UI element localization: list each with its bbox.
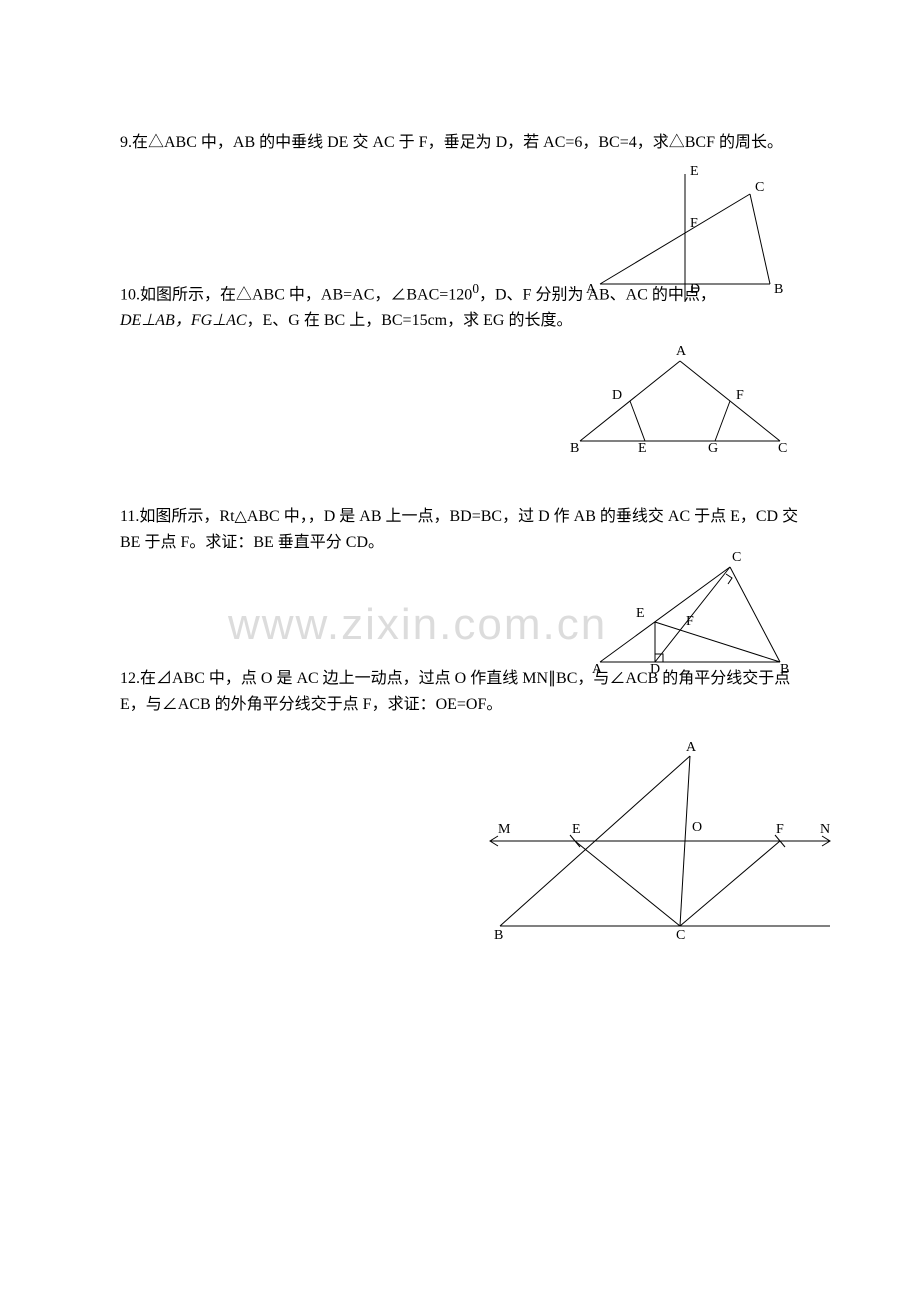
problem-9: 9.在△ABC 中，AB 的中垂线 DE 交 AC 于 F，垂足为 D，若 AC… — [120, 130, 810, 156]
label-A10: A — [676, 344, 686, 360]
label-B10: B — [570, 441, 579, 457]
p10-text-part2: ，D、F 分别为 AB、AC 的中点， — [479, 286, 716, 303]
label-O12: O — [692, 820, 702, 836]
label-C12: C — [676, 928, 685, 944]
problem-12: 12.在⊿ABC 中，点 O 是 AC 边上一动点，过点 O 作直线 MN∥BC… — [120, 666, 810, 718]
label-E12: E — [572, 822, 581, 838]
problem-12-svg — [480, 746, 840, 946]
problem-10-svg — [570, 346, 790, 456]
label-D10: D — [612, 388, 622, 404]
problem-9-text: 9.在△ABC 中，AB 的中垂线 DE 交 AC 于 F，垂足为 D，若 AC… — [120, 130, 810, 156]
label-F10: F — [736, 388, 744, 404]
problem-10-text: 10.如图所示，在△ABC 中，AB=AC，∠BAC=1200，D、F 分别为 … — [120, 276, 810, 334]
problem-12-text: 12.在⊿ABC 中，点 O 是 AC 边上一动点，过点 O 作直线 MN∥BC… — [120, 666, 810, 718]
p10-text-part1: 10.如图所示，在△ABC 中，AB=AC，∠BAC=120 — [120, 286, 472, 303]
problem-11-figure: A B C D E F — [590, 552, 790, 677]
label-E10: E — [638, 441, 647, 457]
p10-math: DE⊥AB，FG⊥AC — [120, 312, 247, 329]
problem-11: 11.如图所示，Rt△ABC 中，，D 是 AB 上一点，BD=BC，过 D 作… — [120, 504, 810, 556]
label-F: F — [690, 216, 698, 232]
problem-11-text: 11.如图所示，Rt△ABC 中，，D 是 AB 上一点，BD=BC，过 D 作… — [120, 504, 810, 556]
label-F11: F — [686, 614, 694, 630]
label-C11: C — [732, 550, 741, 566]
label-C: C — [755, 180, 764, 196]
label-E: E — [690, 164, 699, 180]
p10-text-part3: ，E、G 在 BC 上，BC=15cm，求 EG 的长度。 — [247, 312, 573, 329]
label-A12: A — [686, 740, 696, 756]
problem-12-figure: A B C M N E F O — [480, 746, 840, 946]
p10-sup: 0 — [472, 281, 479, 296]
label-N12: N — [820, 822, 830, 838]
problem-10: 10.如图所示，在△ABC 中，AB=AC，∠BAC=1200，D、F 分别为 … — [120, 276, 810, 334]
label-E11: E — [636, 606, 645, 622]
label-M12: M — [498, 822, 510, 838]
label-F12: F — [776, 822, 784, 838]
problem-10-figure: A B C D F E G — [570, 346, 790, 456]
label-C10: C — [778, 441, 787, 457]
watermark-text: www.zixin.com.cn — [228, 600, 607, 650]
page: www.zixin.com.cn 9.在△ABC 中，AB 的中垂线 DE 交 … — [0, 0, 920, 1302]
label-G10: G — [708, 441, 718, 457]
label-B12: B — [494, 928, 503, 944]
